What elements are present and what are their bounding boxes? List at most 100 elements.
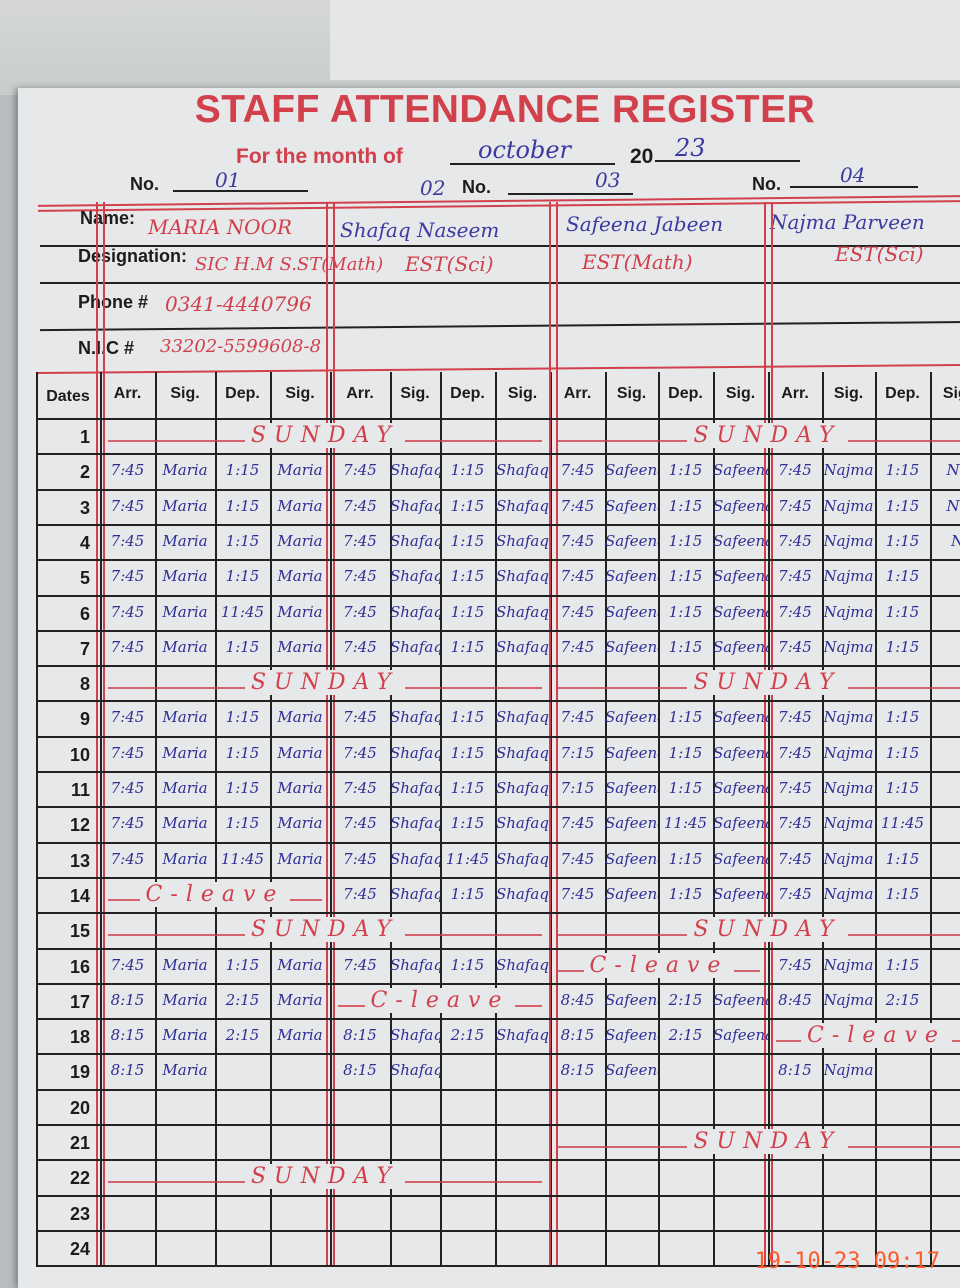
- attendance-cell: Maria: [162, 708, 208, 727]
- attendance-cell: Shafaq: [390, 531, 440, 550]
- attendance-cell: Safeena: [713, 743, 768, 762]
- attendance-cell: Maria: [277, 637, 323, 656]
- row-note: C-leave: [768, 1023, 960, 1049]
- row-date: 22: [69, 1168, 90, 1189]
- month-value: october: [478, 136, 572, 164]
- attendance-cell: Safeena: [605, 461, 658, 480]
- attendance-cell: Shafaq: [496, 743, 549, 762]
- row-line: [36, 488, 960, 491]
- attendance-cell: Shafaq: [496, 1026, 549, 1045]
- attendance-cell: 1:15: [885, 496, 920, 515]
- attendance-cell: 7:45: [560, 496, 595, 515]
- staff-1-nic: 33202-5599608-8: [160, 336, 322, 357]
- attendance-cell: 7:45: [778, 461, 812, 480]
- column-header: Sig.: [400, 385, 430, 402]
- attendance-cell: Najma: [823, 531, 874, 550]
- attendance-cell: 7:45: [343, 814, 377, 833]
- attendance-cell: 7:45: [560, 567, 595, 586]
- staff-no-3: 03: [595, 168, 621, 192]
- attendance-cell: 1:15: [668, 637, 703, 656]
- row-note: SUNDAY: [550, 1129, 960, 1154]
- attendance-cell: 1:15: [450, 708, 485, 727]
- attendance-cell: 7:45: [343, 461, 377, 480]
- grid-column-line: [930, 372, 932, 1266]
- year-value: 23: [675, 134, 706, 162]
- row-date: 14: [69, 885, 90, 906]
- attendance-cell: Najma: [823, 1061, 874, 1080]
- row-note: C-leave: [330, 987, 550, 1013]
- attendance-cell: Najma: [823, 496, 874, 515]
- attendance-cell: 1:15: [450, 637, 485, 656]
- staff-1-phone: 0341-4440796: [165, 292, 312, 316]
- attendance-cell: 7:45: [343, 602, 377, 621]
- attendance-cell: Na: [946, 496, 960, 515]
- row-line: [36, 1159, 960, 1162]
- attendance-cell: 1:15: [668, 849, 703, 868]
- attendance-cell: Safeena: [713, 884, 768, 903]
- staff-no-label-1: No.: [130, 174, 159, 194]
- attendance-cell: 7:45: [110, 567, 145, 586]
- attendance-cell: Maria: [277, 602, 323, 621]
- staff-divider-line: [549, 202, 551, 1266]
- note-text: SUNDAY: [244, 670, 406, 696]
- attendance-cell: 8:45: [778, 990, 812, 1009]
- attendance-cell: 7:45: [778, 496, 812, 515]
- attendance-cell: 7:45: [110, 637, 145, 656]
- attendance-cell: 7:45: [343, 955, 377, 974]
- attendance-cell: 1:15: [225, 779, 260, 797]
- row-line: [36, 523, 960, 526]
- attendance-cell: 1:15: [450, 779, 485, 797]
- note-text: SUNDAY: [687, 423, 848, 448]
- attendance-cell: Safeena: [713, 708, 768, 727]
- row-date: 15: [69, 921, 90, 942]
- row-date: 17: [69, 991, 90, 1012]
- row-line: [36, 947, 960, 950]
- row-date: 24: [69, 1238, 90, 1259]
- attendance-cell: 7:45: [110, 955, 145, 974]
- staff-2-designation: EST(Sci): [405, 252, 494, 276]
- attendance-cell: Najma: [823, 814, 874, 833]
- row-line: [36, 1124, 960, 1126]
- attendance-cell: Shafaq: [496, 708, 549, 727]
- attendance-cell: 7:45: [778, 567, 812, 586]
- attendance-cell: 7:45: [110, 461, 145, 480]
- attendance-cell: 1:15: [225, 567, 260, 586]
- column-header: Sig.: [616, 385, 647, 402]
- attendance-cell: Maria: [162, 814, 208, 833]
- attendance-cell: 1:15: [668, 496, 703, 515]
- row-note: SUNDAY: [550, 670, 960, 696]
- column-header: Dep.: [885, 385, 920, 402]
- attendance-cell: Safeena: [605, 779, 658, 797]
- grid-column-line: [440, 372, 442, 1266]
- column-header: Sig.: [942, 385, 960, 402]
- grid-column-line: [155, 372, 157, 1266]
- attendance-cell: Najma: [823, 602, 874, 621]
- attendance-cell: 1:15: [450, 955, 485, 974]
- attendance-cell: 7:45: [560, 814, 595, 833]
- attendance-cell: 1:15: [225, 637, 260, 656]
- attendance-cell: Najma: [823, 849, 874, 868]
- attendance-cell: Shafaq: [496, 567, 549, 586]
- row-date: 16: [69, 956, 90, 977]
- row-line: [36, 1229, 960, 1232]
- attendance-cell: Maria: [162, 461, 208, 480]
- row-line: [36, 559, 960, 562]
- attendance-cell: 7:15: [560, 779, 595, 797]
- attendance-cell: Maria: [162, 1061, 208, 1080]
- staff-no-2: 02: [420, 176, 446, 200]
- row-date: 11: [70, 780, 90, 800]
- attendance-cell: Safeena: [713, 637, 768, 656]
- row-date: 2: [79, 462, 90, 483]
- attendance-cell: 1:15: [885, 602, 920, 621]
- attendance-cell: 7:45: [560, 884, 595, 903]
- attendance-cell: 2:15: [225, 990, 260, 1009]
- attendance-cell: Shafaq: [496, 884, 549, 903]
- row-date: 7: [79, 638, 90, 659]
- attendance-cell: 7:45: [560, 637, 595, 656]
- attendance-cell: 11:45: [880, 814, 925, 833]
- designation-label: Designation:: [78, 246, 188, 266]
- attendance-cell: Shafaq: [390, 779, 440, 797]
- row-line: [36, 665, 960, 668]
- attendance-cell: 7:45: [110, 849, 145, 868]
- attendance-cell: Najma: [823, 461, 874, 480]
